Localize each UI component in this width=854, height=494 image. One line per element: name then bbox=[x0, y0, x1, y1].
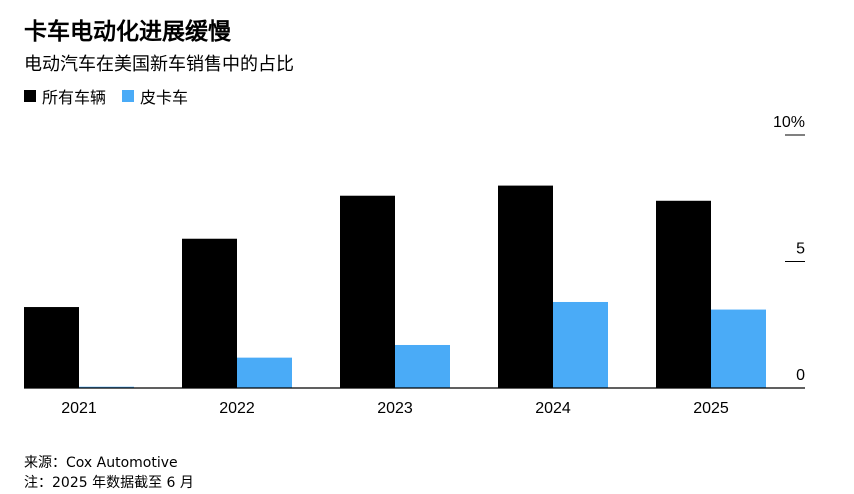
bar-all-vehicles-2022 bbox=[182, 238, 237, 388]
legend-label-all-vehicles: 所有车辆 bbox=[42, 88, 107, 107]
legend-item-all-vehicles: 所有车辆 bbox=[24, 84, 106, 108]
bar-all-vehicles-2025 bbox=[656, 200, 711, 388]
chart-title: 卡车电动化进展缓慢 bbox=[24, 19, 231, 45]
legend-swatch-all-vehicles bbox=[24, 90, 36, 102]
legend-item-pickups: 皮卡车 bbox=[122, 84, 188, 108]
bar-pickups-2024 bbox=[553, 301, 608, 388]
y-tick-label: 5 bbox=[796, 241, 805, 258]
x-tick-label: 2023 bbox=[377, 400, 413, 417]
y-tick-label: 10% bbox=[773, 114, 805, 131]
bar-all-vehicles-2024 bbox=[498, 185, 553, 388]
chart-subtitle: 电动汽车在美国新车销售中的占比 bbox=[24, 54, 294, 75]
bar-pickups-2023 bbox=[395, 344, 450, 388]
x-tick-label: 2024 bbox=[535, 400, 571, 417]
bar-all-vehicles-2023 bbox=[340, 195, 395, 388]
bar-pickups-2025 bbox=[711, 309, 766, 388]
y-tick-label: 0 bbox=[796, 367, 805, 384]
bar-all-vehicles-2021 bbox=[24, 307, 79, 388]
legend-swatch-pickups bbox=[122, 90, 135, 102]
legend: 所有车辆 皮卡车 bbox=[24, 84, 204, 108]
bar-pickups-2021 bbox=[79, 386, 134, 388]
x-tick-label: 2021 bbox=[61, 400, 97, 417]
bar-pickups-2022 bbox=[237, 357, 292, 388]
x-tick-label: 2025 bbox=[693, 400, 729, 417]
x-tick-label: 2022 bbox=[219, 400, 255, 417]
source-note: 来源：Cox Automotive bbox=[24, 455, 178, 471]
footnote: 注：2025 年数据截至 6 月 bbox=[24, 475, 194, 491]
legend-label-pickups: 皮卡车 bbox=[140, 88, 189, 107]
